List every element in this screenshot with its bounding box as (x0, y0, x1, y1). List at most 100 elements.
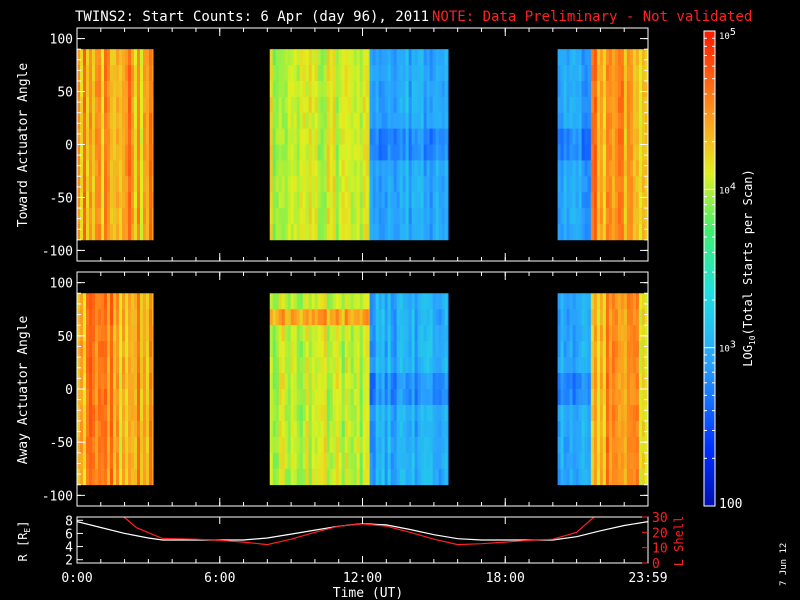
heatmap-cell (605, 389, 610, 406)
heatmap-cell (365, 373, 370, 390)
heatmap-cell (560, 389, 564, 406)
heatmap-cell (134, 112, 138, 130)
heatmap-cell (441, 65, 446, 82)
heatmap-cell (381, 208, 386, 225)
heatmap-cell (623, 293, 628, 310)
heatmap-cell (278, 420, 283, 438)
heatmap-cell (344, 80, 349, 98)
heatmap-cell (399, 65, 404, 82)
heatmap-cell (584, 357, 588, 374)
heatmap-cell (332, 436, 337, 454)
heatmap-cell (393, 309, 398, 326)
heatmap-cell (635, 144, 640, 161)
heatmap-cell (584, 389, 588, 406)
heatmap-cell (128, 436, 132, 454)
heatmap-cell (140, 420, 144, 438)
heatmap-cell (107, 208, 111, 225)
heatmap-cell (420, 389, 425, 406)
heatmap-cell (632, 404, 637, 422)
heatmap-cell (125, 208, 129, 225)
heatmap-cell (611, 208, 616, 225)
heatmap-cell (581, 341, 585, 358)
heatmap-cell (420, 49, 425, 66)
heatmap-cell (131, 144, 135, 161)
heatmap-cell (356, 452, 361, 470)
heatmap-cell (447, 49, 449, 66)
heatmap-cell (372, 49, 377, 66)
heatmap-cell (614, 128, 619, 145)
heatmap-cell (137, 176, 141, 193)
heatmap-cell (605, 309, 610, 326)
heatmap-cell (399, 436, 404, 454)
heatmap-cell (378, 373, 383, 390)
heatmap-cell (347, 341, 352, 358)
heatmap-cell (128, 208, 132, 225)
heatmap-cell (86, 223, 90, 241)
heatmap-cell (638, 309, 643, 326)
heatmap-cell (411, 373, 416, 390)
heatmap-cell (269, 325, 274, 342)
heatmap-cell (644, 49, 649, 66)
heatmap-cell (623, 223, 628, 241)
heatmap-cell (441, 293, 446, 310)
heatmap-cell (378, 49, 383, 66)
heatmap-cell (350, 49, 355, 66)
heatmap-cell (593, 128, 598, 145)
heatmap-cell (299, 309, 304, 326)
heatmap-cell (629, 373, 634, 390)
heatmap-cell (308, 373, 313, 390)
heatmap-cell (311, 128, 316, 145)
heatmap-cell (402, 357, 407, 374)
heatmap-cell (617, 452, 622, 470)
heatmap-cell (447, 160, 449, 177)
heatmap-cell (369, 341, 374, 358)
heatmap-cell (287, 223, 292, 241)
heatmap-cell (423, 420, 428, 438)
heatmap-cell (287, 112, 292, 130)
heatmap-cell (92, 192, 96, 209)
y-tick-label: 100 (50, 33, 73, 48)
y-tick-label: 0 (65, 383, 73, 398)
heatmap-cell (143, 128, 147, 145)
heatmap-cell (429, 144, 434, 161)
heatmap-cell (390, 80, 395, 98)
heatmap-cell (125, 144, 129, 161)
heatmap-cell (432, 341, 437, 358)
heatmap-cell (149, 341, 153, 358)
heatmap-cell (599, 325, 604, 342)
heatmap-cell (399, 208, 404, 225)
heatmap-cell (387, 160, 392, 177)
heatmap-cell (152, 223, 154, 241)
heatmap-cell (608, 223, 613, 241)
heatmap-cell (611, 325, 616, 342)
heatmap-cell (143, 404, 147, 422)
heatmap-cell (641, 309, 646, 326)
heatmap-cell (396, 128, 401, 145)
heatmap-cell (411, 436, 416, 454)
heatmap-cell (599, 389, 604, 406)
heatmap-cell (356, 112, 361, 130)
heatmap-cell (143, 373, 147, 390)
heatmap-cell (408, 309, 413, 326)
heatmap-cell (92, 112, 96, 130)
heatmap-cell (620, 389, 625, 406)
heatmap-cell (387, 404, 392, 422)
heatmap-cell (414, 80, 419, 98)
heatmap-cell (134, 468, 138, 486)
heatmap-cell (557, 293, 561, 310)
heatmap-cell (569, 192, 573, 209)
heatmap-cell (320, 65, 325, 82)
heatmap-cell (641, 389, 646, 406)
heatmap-cell (620, 192, 625, 209)
heatmap-cell (332, 128, 337, 145)
heatmap-cell (372, 325, 377, 342)
heatmap-cell (557, 144, 561, 161)
heatmap-cell (599, 373, 604, 390)
heatmap-cell (89, 65, 93, 82)
heatmap-cell (119, 112, 123, 130)
x-tick-label: 23:59 (628, 571, 667, 586)
heatmap-cell (344, 293, 349, 310)
heatmap-cell (611, 176, 616, 193)
heatmap-cell (143, 208, 147, 225)
heatmap-cell (305, 112, 310, 130)
